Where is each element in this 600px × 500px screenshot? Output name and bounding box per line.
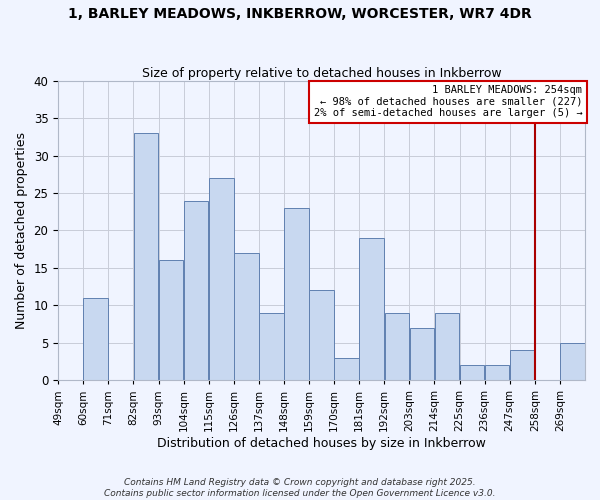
Bar	[83, 298, 108, 380]
Bar	[410, 328, 434, 380]
Bar	[159, 260, 184, 380]
Bar	[510, 350, 535, 380]
Bar	[460, 366, 484, 380]
Text: 1 BARLEY MEADOWS: 254sqm
← 98% of detached houses are smaller (227)
2% of semi-d: 1 BARLEY MEADOWS: 254sqm ← 98% of detach…	[314, 85, 583, 118]
Bar	[435, 313, 460, 380]
Title: Size of property relative to detached houses in Inkberrow: Size of property relative to detached ho…	[142, 66, 502, 80]
Text: Contains HM Land Registry data © Crown copyright and database right 2025.
Contai: Contains HM Land Registry data © Crown c…	[104, 478, 496, 498]
Bar	[359, 238, 384, 380]
Y-axis label: Number of detached properties: Number of detached properties	[15, 132, 28, 329]
Text: 1, BARLEY MEADOWS, INKBERROW, WORCESTER, WR7 4DR: 1, BARLEY MEADOWS, INKBERROW, WORCESTER,…	[68, 8, 532, 22]
Bar	[259, 313, 284, 380]
Bar	[209, 178, 233, 380]
Bar	[334, 358, 359, 380]
Bar	[309, 290, 334, 380]
Bar	[485, 366, 509, 380]
Bar	[385, 313, 409, 380]
X-axis label: Distribution of detached houses by size in Inkberrow: Distribution of detached houses by size …	[157, 437, 486, 450]
Bar	[560, 343, 585, 380]
Bar	[284, 208, 309, 380]
Bar	[184, 200, 208, 380]
Bar	[134, 133, 158, 380]
Bar	[234, 253, 259, 380]
